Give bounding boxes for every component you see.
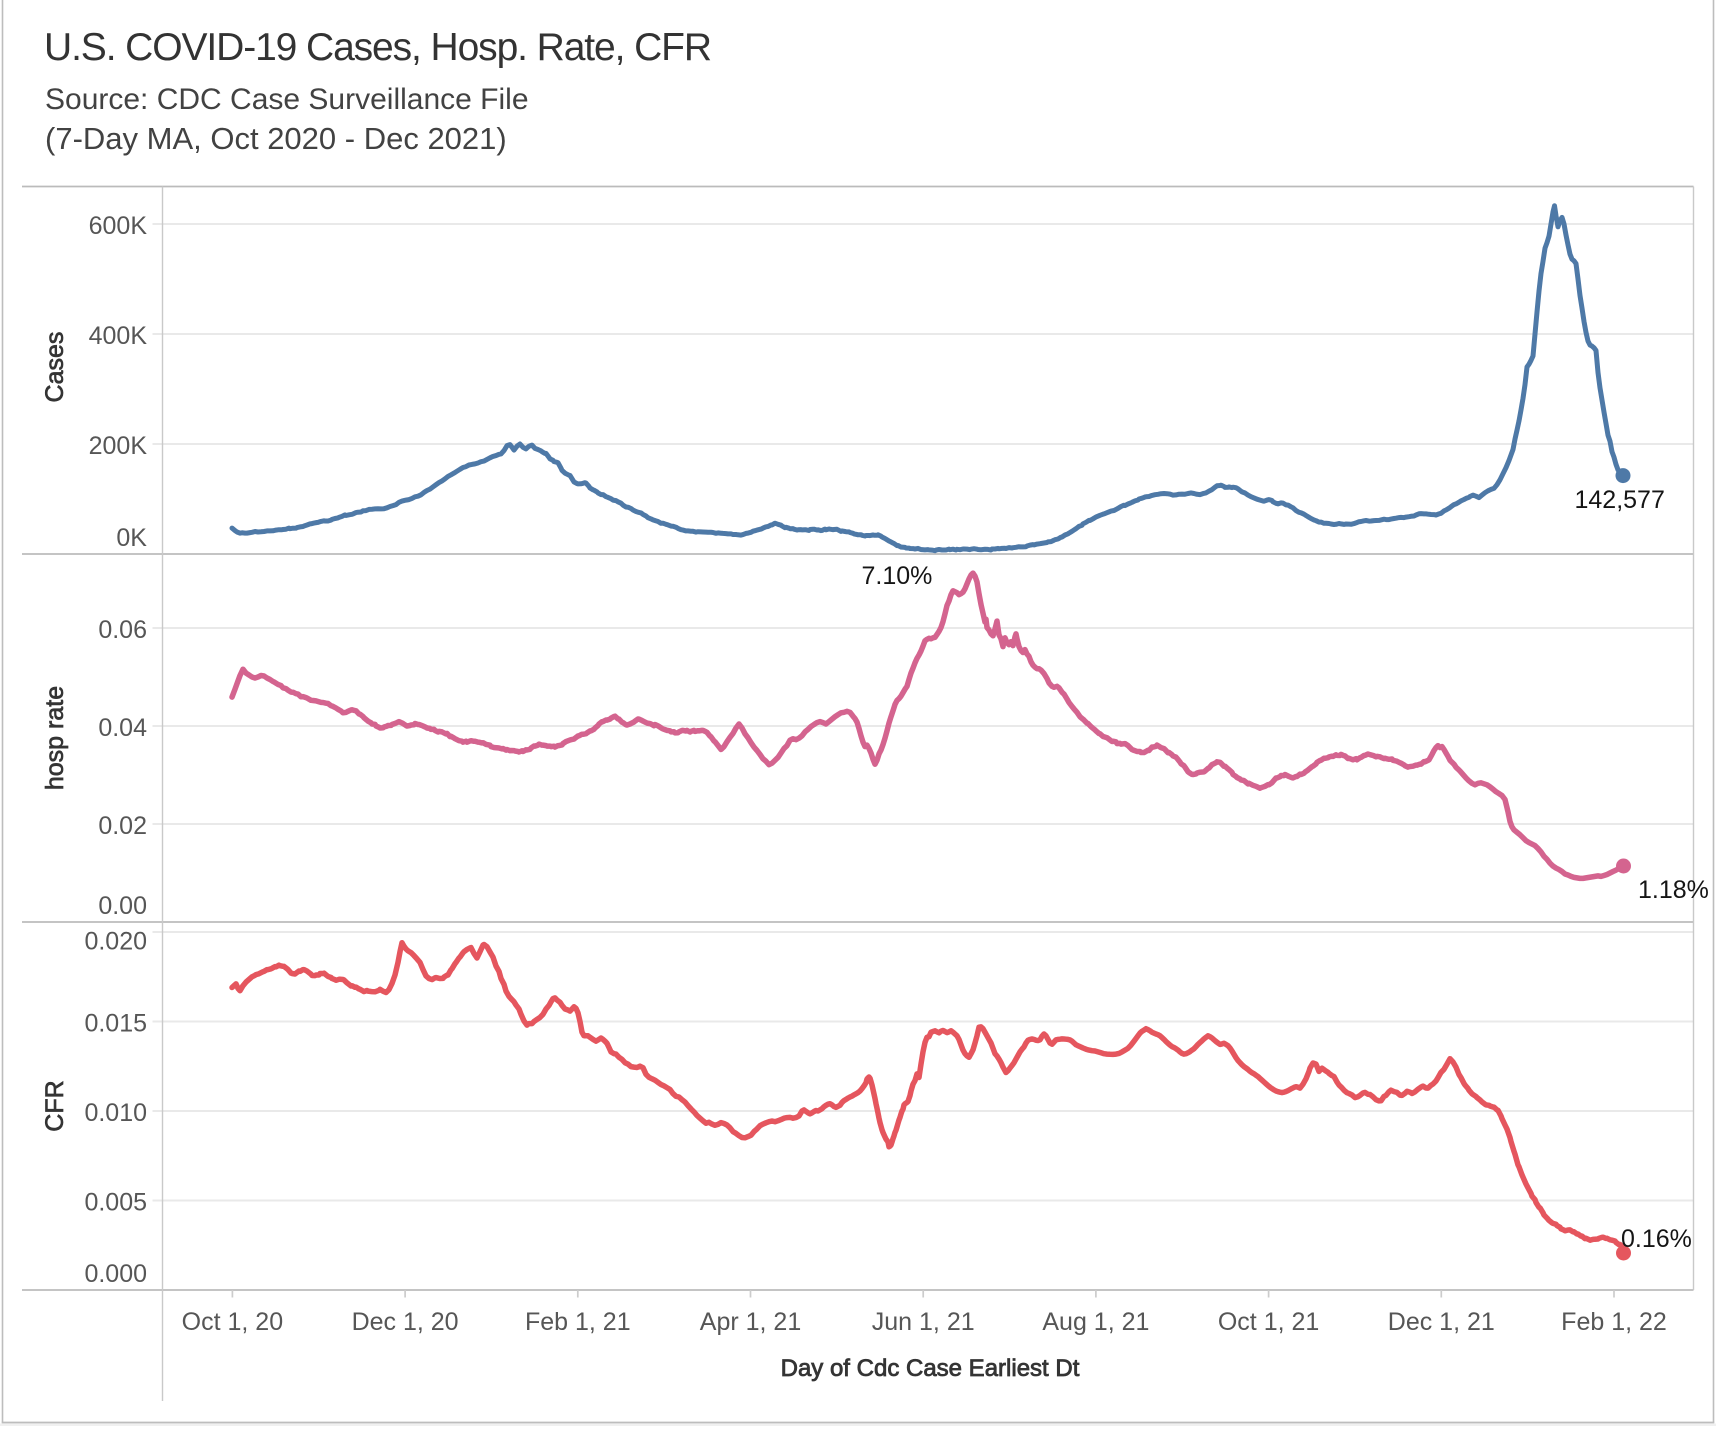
svg-text:CFR: CFR (41, 1080, 69, 1131)
svg-text:Dec 1, 21: Dec 1, 21 (1388, 1308, 1495, 1336)
svg-text:(7-Day MA, Oct 2020 - Dec 2021: (7-Day MA, Oct 2020 - Dec 2021) (45, 121, 507, 156)
svg-text:0.00: 0.00 (98, 892, 147, 920)
svg-text:7.10%: 7.10% (862, 562, 933, 590)
svg-text:0.02: 0.02 (98, 812, 147, 840)
svg-text:200K: 200K (89, 432, 148, 460)
svg-text:0.000: 0.000 (84, 1260, 147, 1288)
svg-text:Dec 1, 20: Dec 1, 20 (352, 1308, 459, 1336)
svg-text:Oct 1, 20: Oct 1, 20 (182, 1308, 283, 1336)
svg-text:U.S. COVID-19 Cases, Hosp. Rat: U.S. COVID-19 Cases, Hosp. Rate, CFR (44, 26, 711, 69)
svg-text:600K: 600K (89, 212, 148, 240)
svg-text:Aug 1, 21: Aug 1, 21 (1042, 1308, 1149, 1336)
svg-text:142,577: 142,577 (1575, 486, 1665, 514)
svg-text:0.010: 0.010 (84, 1099, 147, 1127)
svg-text:0.16%: 0.16% (1621, 1225, 1692, 1253)
svg-text:Apr 1, 21: Apr 1, 21 (700, 1308, 801, 1336)
svg-text:Oct 1, 21: Oct 1, 21 (1218, 1308, 1319, 1336)
svg-text:1.18%: 1.18% (1638, 876, 1709, 904)
svg-text:Feb 1, 22: Feb 1, 22 (1561, 1308, 1667, 1336)
svg-text:Cases: Cases (41, 332, 69, 403)
svg-text:0.020: 0.020 (84, 928, 147, 956)
svg-text:Day of Cdc Case Earliest Dt: Day of Cdc Case Earliest Dt (781, 1355, 1080, 1382)
svg-text:Feb 1, 21: Feb 1, 21 (525, 1308, 631, 1336)
svg-text:0.04: 0.04 (98, 714, 147, 742)
svg-text:0.015: 0.015 (84, 1010, 147, 1038)
svg-text:0.06: 0.06 (98, 616, 147, 644)
svg-text:Jun 1, 21: Jun 1, 21 (872, 1308, 975, 1336)
svg-text:0.005: 0.005 (84, 1189, 147, 1217)
svg-text:400K: 400K (89, 322, 148, 350)
svg-text:Source: CDC Case Surveillance: Source: CDC Case Surveillance File (45, 83, 529, 116)
svg-text:hosp rate: hosp rate (41, 686, 69, 790)
svg-text:0K: 0K (116, 524, 147, 552)
